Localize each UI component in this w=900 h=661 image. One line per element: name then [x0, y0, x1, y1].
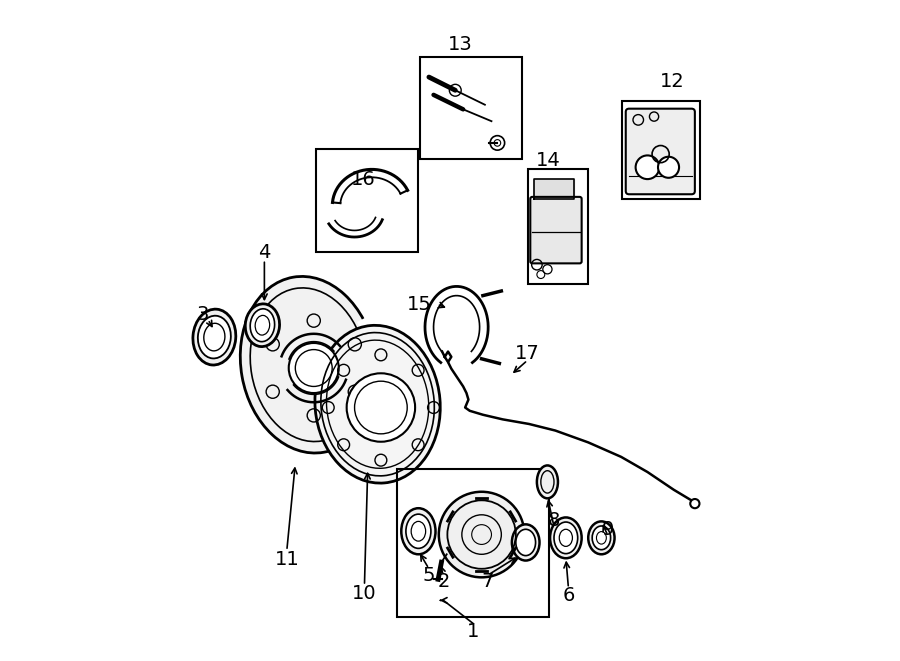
Text: 10: 10	[352, 584, 377, 603]
Bar	[397, 469, 549, 617]
FancyBboxPatch shape	[626, 108, 695, 194]
Polygon shape	[535, 179, 573, 199]
Text: 6: 6	[562, 586, 575, 605]
Text: 8: 8	[548, 510, 560, 529]
Circle shape	[346, 373, 415, 442]
Ellipse shape	[401, 508, 436, 555]
Text: 3: 3	[197, 305, 210, 323]
Text: 9: 9	[602, 520, 614, 539]
Text: 16: 16	[351, 170, 375, 188]
Text: 13: 13	[448, 34, 472, 54]
Text: 7: 7	[482, 572, 494, 592]
Text: 12: 12	[660, 72, 685, 91]
Circle shape	[289, 343, 338, 393]
Ellipse shape	[537, 465, 558, 498]
Ellipse shape	[240, 276, 377, 453]
Text: 5: 5	[423, 566, 436, 585]
Ellipse shape	[250, 309, 274, 342]
Ellipse shape	[516, 529, 536, 556]
Text: 15: 15	[407, 295, 432, 314]
Ellipse shape	[315, 325, 440, 483]
Ellipse shape	[406, 514, 431, 549]
Circle shape	[658, 157, 680, 178]
Ellipse shape	[589, 522, 615, 555]
Text: 2: 2	[437, 572, 450, 592]
FancyBboxPatch shape	[530, 197, 581, 263]
Ellipse shape	[592, 526, 610, 550]
Text: 17: 17	[516, 344, 540, 363]
Bar	[316, 149, 418, 252]
Bar	[420, 58, 522, 159]
Circle shape	[439, 492, 525, 577]
Ellipse shape	[198, 316, 231, 358]
Ellipse shape	[193, 309, 236, 365]
Text: 11: 11	[274, 550, 299, 569]
Bar	[527, 169, 589, 284]
Ellipse shape	[512, 524, 539, 561]
Bar	[623, 101, 700, 199]
Circle shape	[690, 499, 699, 508]
Ellipse shape	[246, 304, 280, 346]
Ellipse shape	[550, 518, 581, 559]
Text: 1: 1	[467, 623, 479, 641]
Text: 4: 4	[258, 243, 271, 262]
Ellipse shape	[554, 522, 578, 554]
Circle shape	[635, 155, 660, 179]
Text: 14: 14	[536, 151, 561, 170]
